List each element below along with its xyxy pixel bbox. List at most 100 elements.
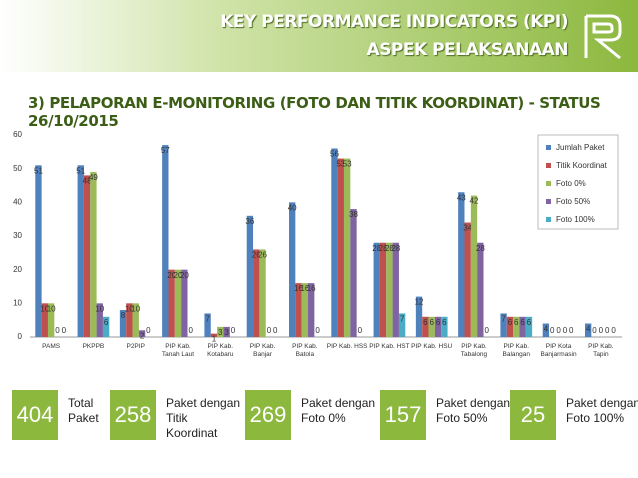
kpi-value: 258 [110,390,156,440]
bar [350,209,357,337]
data-label: 7 [205,315,210,324]
bar [301,283,309,337]
kpi-label: Paket dengan Foto 50% [436,396,511,425]
data-label: 6 [429,318,434,327]
y-tick-label: 50 [13,164,22,173]
data-label: 0 [569,326,574,335]
data-label: 0 [231,326,236,335]
data-label: 0 [358,326,363,335]
y-tick-label: 60 [13,130,22,139]
data-label: 3 [224,328,229,337]
data-label: 26 [258,251,267,260]
logo [584,14,622,60]
data-label: 53 [343,160,352,169]
bar [174,269,182,337]
chart-title: 3) PELAPORAN E-MONITORING (FOTO DAN TITI… [28,94,601,130]
legend-swatch [546,145,551,150]
data-label: 6 [514,318,519,327]
data-label: 28 [476,244,485,253]
bar [210,333,218,337]
y-tick-label: 10 [13,298,22,307]
kpi-label: Paket dengan Foto 0% [301,396,376,425]
bar [585,323,592,337]
legend-swatch [546,199,551,204]
data-label: 20 [180,271,189,280]
data-label: 0 [611,326,616,335]
bar [441,316,448,337]
bar [337,158,344,337]
bar [428,316,435,337]
bar [525,316,533,337]
data-label: 28 [385,244,394,253]
kpi-label: Paket dengan Titik Koordinat [166,396,241,440]
header-title: KEY PERFORMANCE INDICATORS (KPI) [220,12,568,32]
kpi-value: 404 [12,390,58,440]
data-label: 42 [470,197,479,206]
data-label: 53 [336,160,345,169]
bar [47,303,55,337]
x-tick-label: PIP Kab. HSS [326,343,368,350]
bar [259,249,266,337]
bar [217,326,224,337]
data-label: 1 [212,335,217,344]
bar [519,316,526,337]
bar [132,303,139,337]
data-label: 20 [167,271,176,280]
bar [181,269,188,337]
data-label: 57 [161,146,170,155]
bar [77,165,84,337]
data-label: 6 [508,318,513,327]
bar [90,172,97,337]
bar [253,249,260,337]
data-label: 20 [174,271,183,280]
bar [379,242,387,337]
bar [35,165,42,337]
y-tick-label: 0 [18,332,23,341]
header-band [0,0,638,72]
legend-label: Foto 0% [556,179,586,188]
bar [373,242,380,337]
data-label: 10 [47,304,56,313]
legend-label: Foto 50% [556,197,590,206]
x-tick-label: PIP Kab. Batola [292,343,318,358]
data-label: 16 [300,284,309,293]
bar [96,303,103,337]
x-tick-label: PIP Kab. Tapin [588,343,614,358]
bar [246,215,254,337]
x-tick-label: PIP Kab. Tabalong [460,343,488,358]
data-label: 0 [55,326,60,335]
data-label: 6 [520,318,525,327]
bar [102,316,110,337]
data-label: 12 [415,298,424,307]
data-label: 16 [294,284,303,293]
x-tick-label: PIP Kota Banjarmasin [540,343,577,358]
data-label: 26 [252,251,261,260]
data-label: 3 [218,328,223,337]
data-label: 56 [330,150,339,159]
data-label: 51 [34,166,43,175]
data-label: 28 [372,244,381,253]
data-label: 0 [273,326,278,335]
x-tick-label: PIP Kab. Banjar [249,343,276,358]
data-label: 0 [146,326,151,335]
data-label: 0 [605,326,610,335]
data-label: 0 [556,326,561,335]
data-label: 10 [95,304,104,313]
data-label: 0 [62,326,67,335]
data-label: 6 [423,318,428,327]
x-tick-label: PIP Kab. HST [369,343,410,350]
data-label: 0 [592,326,597,335]
data-label: 28 [391,244,400,253]
kpi-value: 157 [380,390,426,440]
data-label: 43 [457,193,466,202]
bar [464,222,471,337]
data-label: 48 [83,177,92,186]
bar [168,269,175,337]
data-label: 10 [40,304,49,313]
data-label: 6 [442,318,447,327]
bar [500,313,507,337]
bar [41,303,48,337]
bar [126,303,133,337]
bar [422,316,429,337]
